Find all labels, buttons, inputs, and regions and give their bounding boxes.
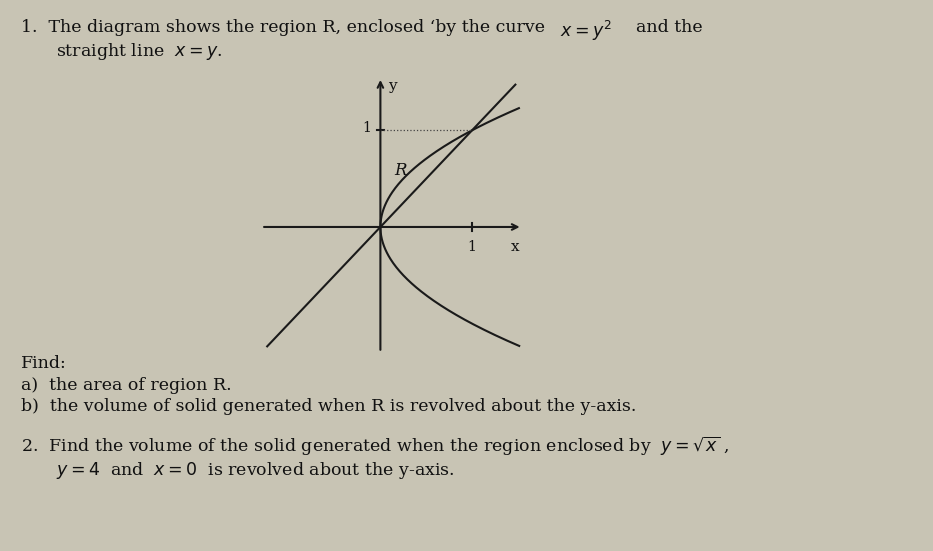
Text: a)  the area of region R.: a) the area of region R.	[21, 377, 231, 395]
Text: 1.  The diagram shows the region R, enclosed ‘by the curve: 1. The diagram shows the region R, enclo…	[21, 19, 555, 36]
Text: straight line  $x = y$.: straight line $x = y$.	[56, 41, 222, 62]
Text: 1: 1	[467, 240, 477, 253]
Text: R: R	[395, 163, 407, 180]
Text: x: x	[511, 240, 520, 253]
Text: $x = y^2$: $x = y^2$	[560, 19, 611, 44]
Text: b)  the volume of solid generated when R is revolved about the y-axis.: b) the volume of solid generated when R …	[21, 398, 636, 415]
Text: 2.  Find the volume of the solid generated when the region enclosed by  $y = \sq: 2. Find the volume of the solid generate…	[21, 435, 729, 458]
Text: $y = 4$  and  $x = 0$  is revolved about the y-axis.: $y = 4$ and $x = 0$ is revolved about th…	[56, 460, 454, 481]
Text: 1: 1	[362, 121, 371, 136]
Text: and the: and the	[625, 19, 703, 36]
Text: y: y	[388, 79, 397, 93]
Text: Find:: Find:	[21, 355, 66, 372]
